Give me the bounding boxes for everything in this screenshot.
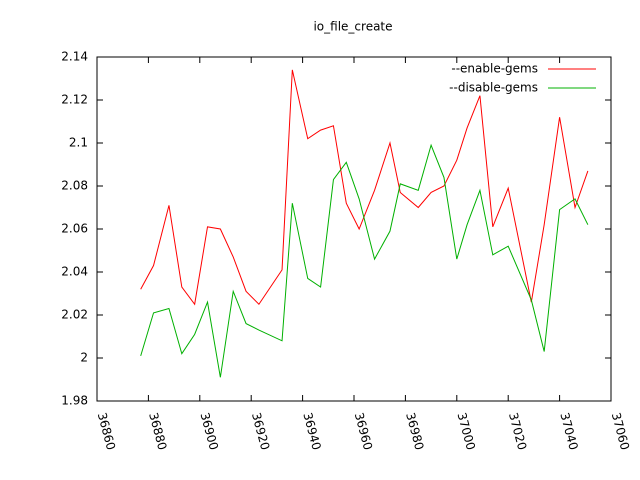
x-tick-label: 37040 <box>557 411 580 452</box>
plot-border <box>96 56 612 402</box>
y-tick-label: 2.1 <box>69 136 88 150</box>
x-tick-label: 36920 <box>249 411 272 452</box>
y-tick-label: 2.02 <box>61 308 88 322</box>
x-tick-label: 36960 <box>352 411 375 452</box>
x-tick-label: 36980 <box>403 411 426 452</box>
x-tick-label: 37000 <box>455 411 478 452</box>
x-tick-label: 36880 <box>146 411 169 452</box>
x-tick-label: 36940 <box>300 411 323 452</box>
chart-title: io_file_create <box>313 20 392 34</box>
series-line <box>140 143 589 378</box>
y-tick-label: 2.06 <box>61 222 88 236</box>
x-tick-label: 36900 <box>198 411 221 452</box>
y-tick-label: 1.98 <box>61 394 88 408</box>
x-tick-label: 36860 <box>95 411 118 452</box>
x-tick-label: 37020 <box>506 411 529 452</box>
y-tick-label: 2.08 <box>61 179 88 193</box>
y-tick-label: 2.04 <box>61 265 88 279</box>
x-tick-label: 37060 <box>609 411 632 452</box>
y-tick-label: 2.14 <box>61 50 88 64</box>
y-tick-label: 2 <box>80 351 88 365</box>
legend-label: --disable-gems <box>449 81 538 95</box>
y-tick-label: 2.12 <box>61 93 88 107</box>
series-line <box>140 69 589 306</box>
legend-label: --enable-gems <box>451 62 538 76</box>
